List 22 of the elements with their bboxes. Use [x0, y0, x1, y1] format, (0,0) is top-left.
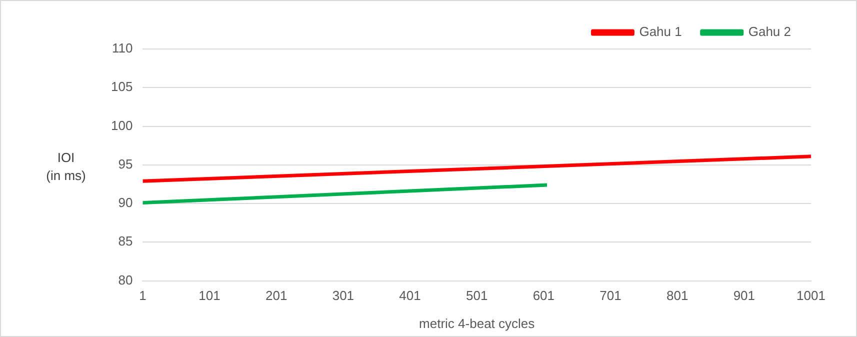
y-tick-label: 105	[110, 79, 133, 94]
y-tick-label: 80	[118, 272, 133, 288]
x-tick-label: 601	[532, 288, 555, 304]
x-axis-title: metric 4-beat cycles	[419, 316, 536, 331]
x-tick-label: 701	[600, 288, 622, 304]
x-tick-label: 1	[139, 288, 146, 304]
x-tick-label: 901	[733, 288, 756, 304]
legend-label: Gahu 2	[748, 24, 792, 40]
y-tick-label: 85	[118, 234, 133, 249]
x-tick-label: 801	[666, 288, 688, 304]
x-tick-label: 101	[198, 288, 220, 304]
y-tick-label: 95	[118, 156, 133, 172]
x-tick-label: 201	[266, 288, 288, 304]
legend-label: Gahu 1	[639, 24, 682, 40]
y-tick-label: 110	[112, 40, 133, 56]
x-tick-label: 301	[332, 288, 354, 304]
x-tick-label: 501	[466, 288, 488, 304]
x-tick-label: 1001	[796, 288, 826, 304]
y-tick-label: 90	[118, 195, 133, 210]
y-tick-label: 100	[110, 118, 133, 133]
x-tick-label: 401	[399, 288, 421, 304]
y-axis-title: IOI (in ms)	[45, 149, 87, 185]
